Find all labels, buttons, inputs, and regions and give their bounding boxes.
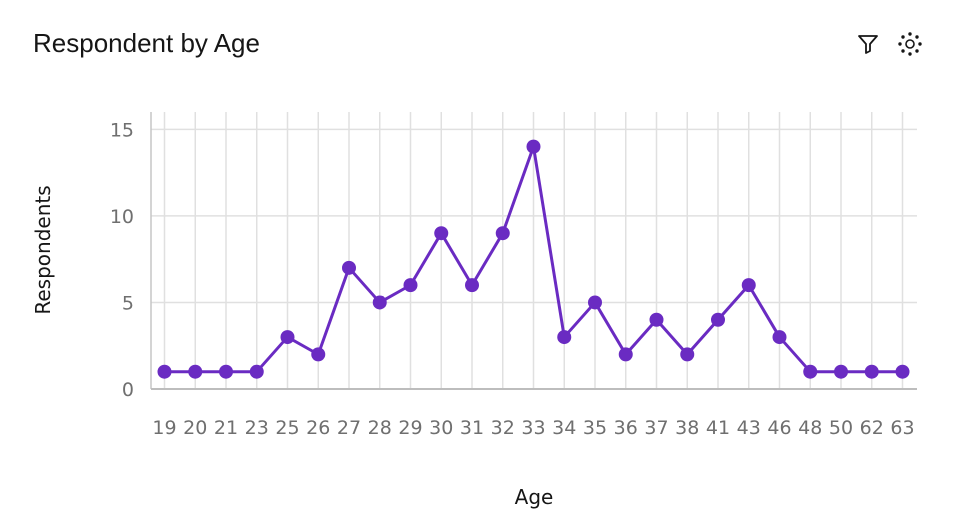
data-point[interactable] [772, 330, 787, 345]
x-tick-label: 46 [767, 417, 791, 439]
grid-lines [151, 112, 917, 389]
y-tick-label: 15 [110, 119, 134, 141]
x-tick-label: 28 [368, 417, 392, 439]
x-tick-label: 43 [737, 417, 761, 439]
y-tick-label: 5 [122, 292, 134, 314]
x-tick-label: 37 [644, 417, 668, 439]
x-tick-label: 21 [214, 417, 238, 439]
x-tick-label: 48 [798, 417, 822, 439]
data-point[interactable] [618, 347, 633, 362]
x-tick-label: 34 [552, 417, 576, 439]
x-tick-label: 30 [429, 417, 453, 439]
x-tick-label: 41 [706, 417, 730, 439]
data-point[interactable] [249, 364, 264, 379]
x-tick-label: 32 [491, 417, 515, 439]
axes [150, 112, 917, 390]
y-tick-labels: 0 5 10 15 [110, 119, 134, 401]
x-tick-label: 25 [275, 417, 299, 439]
x-tick-label: 31 [460, 417, 484, 439]
data-point[interactable] [741, 278, 756, 293]
chart-toolbar [854, 30, 924, 58]
data-point[interactable] [342, 260, 356, 275]
x-tick-label: 38 [675, 417, 699, 439]
x-axis-label: Age [515, 485, 554, 509]
x-tick-label: 23 [245, 417, 269, 439]
data-point[interactable] [403, 278, 418, 293]
data-point[interactable] [495, 226, 510, 241]
settings-icon[interactable] [896, 30, 924, 58]
x-tick-label: 50 [829, 417, 853, 439]
data-point[interactable] [895, 364, 910, 379]
data-point[interactable] [711, 312, 725, 327]
y-axis-label: Respondents [31, 185, 55, 314]
data-point[interactable] [219, 364, 233, 379]
x-tick-label: 19 [152, 417, 176, 439]
data-point[interactable] [588, 295, 602, 310]
x-tick-label: 35 [583, 417, 607, 439]
filter-icon[interactable] [854, 30, 882, 58]
data-point[interactable] [157, 364, 172, 379]
data-point[interactable] [680, 347, 695, 362]
data-point[interactable] [280, 330, 295, 345]
data-point[interactable] [649, 312, 664, 327]
data-point[interactable] [864, 364, 879, 379]
data-point[interactable] [465, 278, 479, 293]
x-tick-label: 62 [860, 417, 884, 439]
data-point[interactable] [188, 364, 203, 379]
data-point[interactable] [311, 347, 326, 362]
chart-title: Respondent by Age [33, 28, 260, 58]
x-tick-label: 33 [521, 417, 545, 439]
x-tick-label: 26 [306, 417, 330, 439]
x-tick-label: 29 [398, 417, 422, 439]
data-point[interactable] [557, 330, 572, 345]
x-tick-labels: 19 20 21 23 25 26 27 28 29 30 31 32 33 34 35 36 37 38 41 43… [152, 417, 914, 439]
x-tick-label: 63 [890, 417, 914, 439]
data-point[interactable] [372, 295, 387, 310]
y-tick-label: 10 [110, 206, 134, 228]
data-point[interactable] [434, 226, 449, 241]
x-tick-label: 27 [337, 417, 361, 439]
y-tick-label: 0 [122, 379, 134, 401]
data-point[interactable] [834, 364, 848, 379]
x-tick-label: 36 [614, 417, 638, 439]
x-tick-label: 20 [183, 417, 207, 439]
data-point[interactable] [526, 139, 541, 154]
data-point[interactable] [803, 364, 818, 379]
series-group [157, 139, 910, 379]
